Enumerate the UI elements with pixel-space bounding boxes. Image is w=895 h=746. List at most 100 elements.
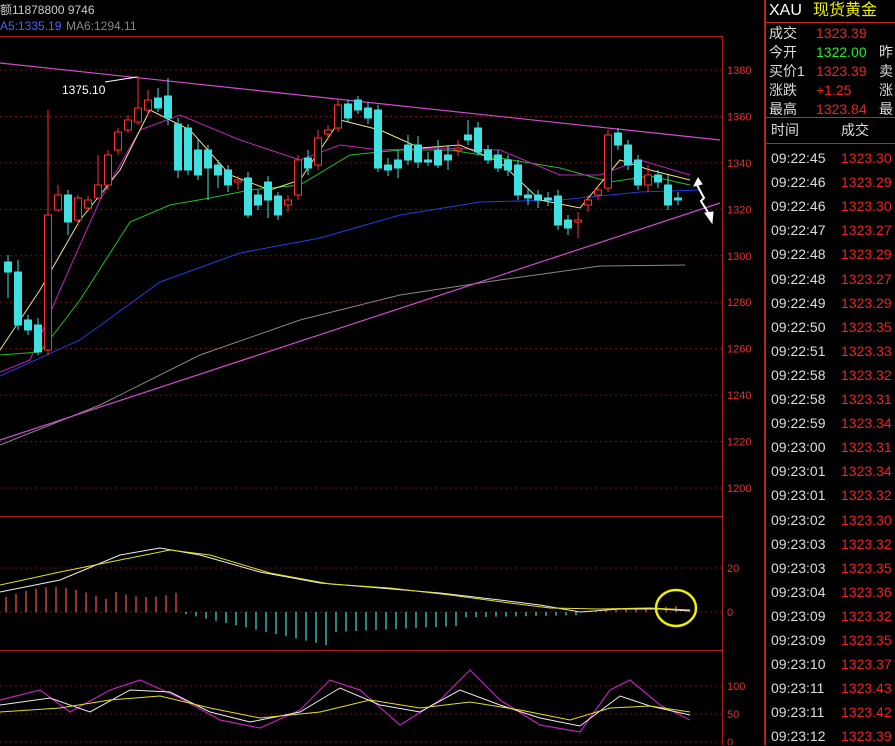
candle[interactable] <box>354 96 362 114</box>
candle[interactable] <box>224 165 232 192</box>
candle[interactable] <box>664 175 672 210</box>
candle[interactable] <box>574 212 582 238</box>
tick-time: 09:23:01 <box>771 463 826 480</box>
candle[interactable] <box>174 118 182 178</box>
candle[interactable] <box>374 105 382 172</box>
candle[interactable] <box>624 140 632 170</box>
candle[interactable] <box>564 215 572 235</box>
tick-row[interactable]: 09:23:04 1323.36 <box>766 582 895 602</box>
candle[interactable] <box>154 88 162 112</box>
candle[interactable] <box>364 102 372 124</box>
tick-row[interactable]: 09:22:49 1323.29 <box>766 293 895 313</box>
tick-row[interactable]: 09:23:10 1323.37 <box>766 654 895 674</box>
tick-time: 09:23:04 <box>771 583 826 600</box>
candle[interactable] <box>344 100 352 122</box>
candle[interactable] <box>384 158 392 176</box>
tick-row[interactable]: 09:23:12 1323.39 <box>766 726 895 746</box>
candle[interactable] <box>644 165 652 192</box>
candle[interactable] <box>24 315 32 335</box>
tick-row[interactable]: 09:22:45 1323.30 <box>766 148 895 168</box>
tick-row[interactable]: 09:22:58 1323.31 <box>766 389 895 409</box>
candle[interactable] <box>134 76 142 125</box>
candle[interactable] <box>54 185 62 212</box>
candle[interactable] <box>244 172 252 218</box>
candle[interactable] <box>324 125 332 140</box>
candle[interactable] <box>604 130 612 192</box>
candle[interactable] <box>264 176 272 218</box>
candle[interactable] <box>124 115 132 133</box>
tick-row[interactable]: 09:22:51 1323.33 <box>766 341 895 361</box>
tick-row[interactable]: 09:23:03 1323.32 <box>766 534 895 554</box>
candle[interactable] <box>494 150 502 172</box>
candle[interactable] <box>444 145 452 170</box>
candle[interactable] <box>104 150 112 190</box>
tick-price: 1323.30 <box>841 150 892 166</box>
candle[interactable] <box>304 150 312 175</box>
candle[interactable] <box>404 135 412 165</box>
tick-row[interactable]: 09:22:46 1323.29 <box>766 172 895 192</box>
candle[interactable] <box>454 140 462 156</box>
candle[interactable] <box>474 122 482 155</box>
candle[interactable] <box>214 160 222 188</box>
candle[interactable] <box>114 128 122 155</box>
tick-row[interactable]: 09:22:58 1323.32 <box>766 365 895 385</box>
candle[interactable] <box>4 255 12 298</box>
tick-row[interactable]: 09:23:11 1323.42 <box>766 702 895 722</box>
candle[interactable] <box>654 170 662 188</box>
candle[interactable] <box>674 192 682 205</box>
tick-row[interactable]: 09:22:46 1323.30 <box>766 196 895 216</box>
candle[interactable] <box>184 124 192 175</box>
candle[interactable] <box>514 160 522 200</box>
tick-row[interactable]: 09:23:03 1323.35 <box>766 558 895 578</box>
candle[interactable] <box>94 155 102 200</box>
candle[interactable] <box>64 190 72 235</box>
tick-row[interactable]: 09:22:48 1323.29 <box>766 244 895 264</box>
tick-row[interactable]: 09:22:47 1323.27 <box>766 220 895 240</box>
candlestick-chart[interactable]: 1380 1360 1340 1320 1300 1280 1260 1240 1220 1200… <box>0 0 765 745</box>
candle[interactable] <box>164 78 172 125</box>
candle[interactable] <box>194 140 202 180</box>
support-trendline[interactable] <box>0 202 721 441</box>
candle[interactable] <box>544 192 552 206</box>
candle[interactable] <box>524 188 532 205</box>
candle[interactable] <box>14 260 22 330</box>
tick-row[interactable]: 09:23:09 1323.35 <box>766 630 895 650</box>
candle[interactable] <box>504 155 512 176</box>
tick-row[interactable]: 09:23:11 1323.43 <box>766 678 895 698</box>
candle[interactable] <box>634 155 642 190</box>
candle[interactable] <box>274 192 282 220</box>
candle[interactable] <box>74 195 82 225</box>
tick-price: 1323.42 <box>841 704 892 721</box>
candle[interactable] <box>44 110 52 355</box>
candle[interactable] <box>314 130 322 170</box>
chart-canvas[interactable]: 1380 1360 1340 1320 1300 1280 1260 1240 1220 1200… <box>0 0 765 745</box>
candle[interactable] <box>534 190 542 208</box>
candle[interactable] <box>34 318 42 355</box>
tick-row[interactable]: 09:23:01 1323.32 <box>766 485 895 505</box>
candle[interactable] <box>464 120 472 145</box>
candle[interactable] <box>394 150 402 178</box>
tick-row[interactable]: 09:23:09 1323.32 <box>766 606 895 626</box>
candle[interactable] <box>554 190 562 230</box>
tick-row[interactable]: 09:22:50 1323.35 <box>766 317 895 337</box>
candle[interactable] <box>204 145 212 200</box>
candle[interactable] <box>254 190 262 210</box>
tick-row[interactable]: 09:23:02 1323.30 <box>766 510 895 530</box>
candle[interactable] <box>144 90 152 115</box>
candle[interactable] <box>414 136 422 168</box>
candle[interactable] <box>234 176 242 190</box>
candle[interactable] <box>484 145 492 164</box>
tick-row[interactable]: 09:23:00 1323.31 <box>766 437 895 457</box>
candle[interactable] <box>284 195 292 212</box>
candle[interactable] <box>294 155 302 200</box>
candle[interactable] <box>84 196 92 212</box>
candle[interactable] <box>614 128 622 150</box>
candle[interactable] <box>434 140 442 168</box>
candle[interactable] <box>594 185 602 200</box>
tick-row[interactable]: 09:22:59 1323.34 <box>766 413 895 433</box>
candle[interactable] <box>584 195 592 212</box>
candle[interactable] <box>334 100 342 132</box>
tick-row[interactable]: 09:23:01 1323.34 <box>766 461 895 481</box>
tick-row[interactable]: 09:22:48 1323.27 <box>766 269 895 289</box>
candle[interactable] <box>424 152 432 166</box>
